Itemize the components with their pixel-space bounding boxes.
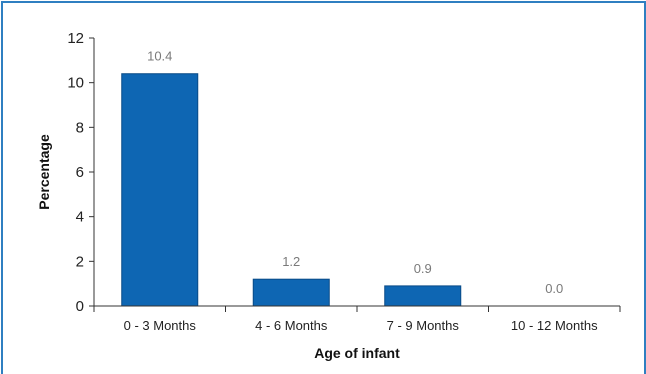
bar — [252, 278, 330, 307]
x-category-label: 10 - 12 Months — [511, 318, 598, 333]
y-tick-label: 6 — [76, 164, 84, 181]
x-category-label: 7 - 9 Months — [387, 318, 460, 333]
y-ticks-group: 0 2 4 6 8 10 12 — [67, 30, 94, 315]
data-label: 10.4 — [147, 49, 172, 64]
y-tick-label: 8 — [76, 119, 84, 136]
bars-group — [121, 73, 462, 307]
y-tick-label: 2 — [76, 253, 84, 270]
y-tick-label: 12 — [67, 30, 84, 47]
x-category-label: 0 - 3 Months — [124, 318, 197, 333]
frame-edge-top — [1, 1, 646, 3]
y-axis-title: Percentage — [36, 134, 52, 210]
y-tick-label: 4 — [76, 209, 84, 226]
frame-edge-left — [1, 1, 3, 374]
frame-edge-right — [644, 1, 646, 374]
x-categories-group: 0 - 3 Months 4 - 6 Months 7 - 9 Months 10 -… — [124, 318, 598, 333]
bar — [121, 73, 199, 307]
data-label: 0.0 — [545, 281, 563, 296]
x-category-label: 4 - 6 Months — [255, 318, 328, 333]
data-labels-group: 10.4 1.2 0.9 0.0 — [147, 49, 563, 296]
y-tick-label: 10 — [67, 75, 84, 92]
y-tick-label: 0 — [76, 298, 84, 315]
x-axis-title: Age of infant — [314, 345, 400, 361]
bar — [384, 285, 462, 307]
data-label: 0.9 — [414, 261, 432, 276]
data-label: 1.2 — [282, 254, 300, 269]
